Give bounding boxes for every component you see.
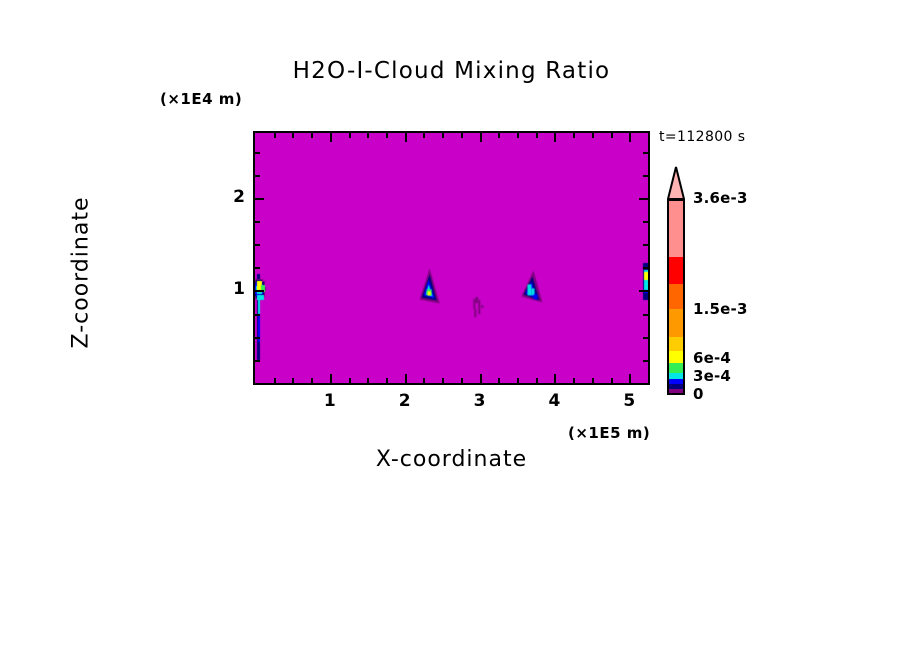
colorbar-band: [669, 337, 683, 351]
x-minor-tick-top: [274, 133, 276, 138]
y-minor-tick: [255, 360, 260, 362]
colorbar: [667, 199, 685, 395]
colorbar-band: [669, 389, 683, 393]
x-minor-tick: [592, 378, 594, 383]
x-minor-tick: [648, 378, 650, 383]
x-minor-tick-top: [517, 133, 519, 138]
x-major-tick-top: [330, 133, 332, 142]
x-axis-title: X-coordinate: [375, 447, 528, 472]
y-minor-tick: [255, 244, 260, 246]
x-minor-tick-top: [611, 133, 613, 138]
x-minor-tick: [611, 378, 613, 383]
x-minor-tick: [423, 378, 425, 383]
colorbar-band: [669, 363, 683, 373]
colorbar-band: [669, 384, 683, 389]
x-minor-tick: [349, 378, 351, 383]
x-major-tick: [554, 374, 556, 383]
x-major-tick: [480, 374, 482, 383]
y-tick-label: 1: [233, 279, 245, 300]
x-minor-tick-top: [311, 133, 313, 138]
x-minor-tick-top: [423, 133, 425, 138]
colorbar-tick-label: 6e-4: [693, 349, 732, 367]
x-minor-tick: [442, 378, 444, 383]
x-tick-label: 5: [623, 391, 636, 411]
y-minor-tick-right: [643, 337, 648, 339]
colorbar-band: [669, 257, 683, 284]
x-minor-tick: [292, 378, 294, 383]
x-major-tick-top: [554, 133, 556, 142]
x-major-tick: [330, 374, 332, 383]
colorbar-tick-label: 0: [693, 385, 704, 403]
y-minor-tick-right: [643, 244, 648, 246]
x-major-tick: [629, 374, 631, 383]
x-minor-tick: [536, 378, 538, 383]
colorbar-tick-label: 1.5e-3: [693, 300, 748, 318]
colorbar-band: [669, 379, 683, 384]
x-minor-tick-top: [442, 133, 444, 138]
y-minor-tick: [255, 175, 260, 177]
y-major-tick: [255, 290, 264, 292]
x-axis-unit-label: (×1E5 m): [568, 424, 651, 442]
contour-field: [255, 133, 648, 383]
y-major-tick: [255, 198, 264, 200]
y-minor-tick-right: [643, 152, 648, 154]
x-minor-tick-top: [386, 133, 388, 138]
x-major-tick-top: [405, 133, 407, 142]
colorbar-band: [669, 309, 683, 337]
x-minor-tick-top: [536, 133, 538, 138]
x-minor-tick-top: [292, 133, 294, 138]
y-minor-tick: [255, 221, 260, 223]
x-major-tick-top: [480, 133, 482, 142]
x-minor-tick: [573, 378, 575, 383]
x-minor-tick-top: [592, 133, 594, 138]
triangle-arrow-icon: [666, 166, 686, 200]
colorbar-band: [669, 284, 683, 309]
y-minor-tick-right: [643, 314, 648, 316]
y-axis-title: Z-coordinate: [68, 196, 94, 349]
x-major-tick-top: [629, 133, 631, 142]
x-minor-tick-top: [367, 133, 369, 138]
y-major-tick-right: [639, 290, 648, 292]
colorbar-overflow-arrow: [666, 166, 686, 200]
x-minor-tick-top: [349, 133, 351, 138]
y-minor-tick: [255, 337, 260, 339]
x-minor-tick-top: [648, 133, 650, 138]
y-minor-tick: [255, 267, 260, 269]
x-minor-tick: [274, 378, 276, 383]
x-minor-tick: [367, 378, 369, 383]
y-minor-tick: [255, 152, 260, 154]
y-minor-tick: [255, 314, 260, 316]
y-minor-tick-right: [643, 267, 648, 269]
x-minor-tick: [461, 378, 463, 383]
plot-area: [253, 131, 650, 385]
colorbar-band: [669, 351, 683, 363]
x-minor-tick: [498, 378, 500, 383]
y-axis-unit-label: (×1E4 m): [160, 90, 243, 108]
x-minor-tick-top: [573, 133, 575, 138]
y-tick-label: 2: [233, 186, 245, 207]
y-major-tick-right: [639, 198, 648, 200]
colorbar-band: [669, 373, 683, 379]
x-tick-label: 2: [398, 391, 411, 411]
x-minor-tick-top: [498, 133, 500, 138]
colorbar-band: [669, 201, 683, 257]
x-tick-label: 4: [548, 391, 561, 411]
x-minor-tick: [517, 378, 519, 383]
page-title: H2O-I-Cloud Mixing Ratio: [292, 58, 611, 84]
x-major-tick: [405, 374, 407, 383]
y-minor-tick-right: [643, 360, 648, 362]
x-tick-label: 3: [473, 391, 486, 411]
colorbar-tick-label: 3e-4: [693, 367, 732, 385]
x-minor-tick: [311, 378, 313, 383]
x-tick-label: 1: [323, 391, 336, 411]
timestamp-label: t=112800 s: [659, 129, 746, 145]
y-minor-tick-right: [643, 221, 648, 223]
x-minor-tick-top: [461, 133, 463, 138]
x-minor-tick: [386, 378, 388, 383]
y-minor-tick-right: [643, 175, 648, 177]
colorbar-tick-label: 3.6e-3: [693, 189, 748, 207]
